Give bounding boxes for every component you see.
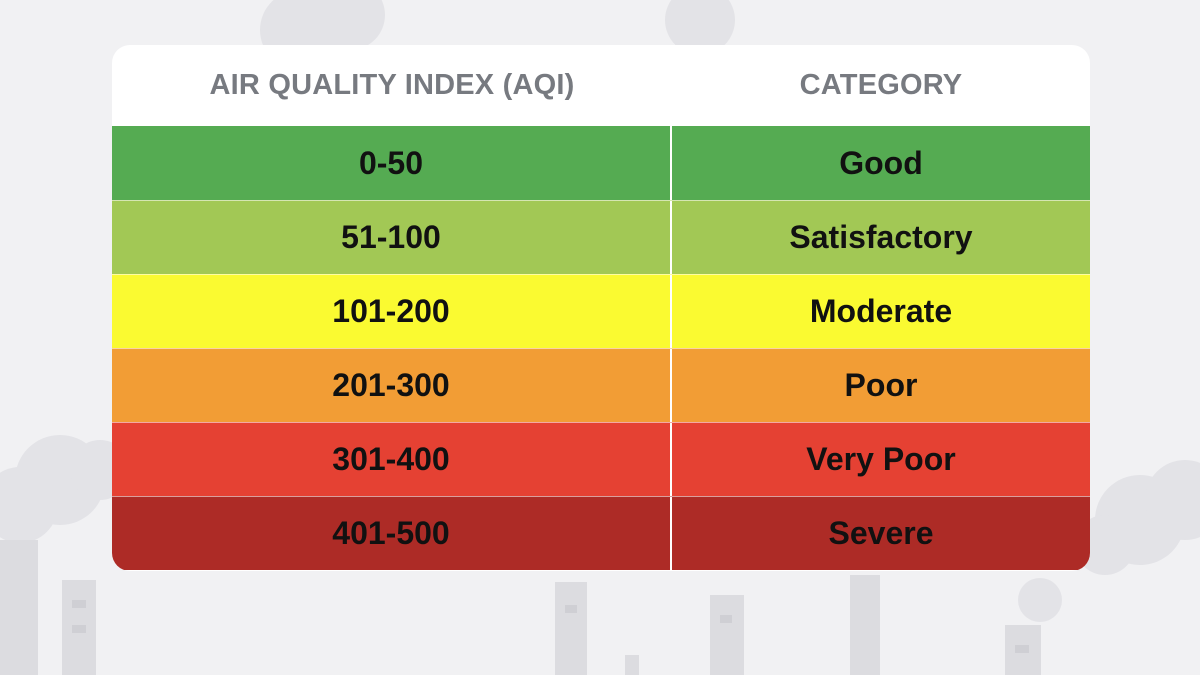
category-cell: Severe bbox=[828, 515, 934, 551]
table-row: 401-500 Severe bbox=[112, 496, 1090, 570]
smoke-cloud bbox=[315, 0, 385, 50]
smoke-cloud bbox=[1075, 515, 1135, 575]
category-cell: Very Poor bbox=[806, 441, 956, 477]
aqi-range-cell: 101-200 bbox=[112, 275, 672, 348]
table-body: 0-50 Good 51-100 Satisfactory 101-200 Mo… bbox=[112, 126, 1090, 570]
column-header-category: CATEGORY bbox=[799, 69, 963, 101]
smoke-cloud bbox=[665, 0, 735, 55]
table-row: 301-400 Very Poor bbox=[112, 422, 1090, 496]
table-row: 101-200 Moderate bbox=[112, 274, 1090, 348]
table-row: 51-100 Satisfactory bbox=[112, 200, 1090, 274]
table-header: AIR QUALITY INDEX (AQI) CATEGORY bbox=[112, 45, 1090, 126]
stack-window bbox=[565, 605, 577, 613]
aqi-table: AIR QUALITY INDEX (AQI) CATEGORY 0-50 Go… bbox=[112, 45, 1090, 571]
smoke-cloud bbox=[1018, 578, 1062, 622]
aqi-range-cell: 301-400 bbox=[112, 423, 672, 496]
aqi-range-cell: 0-50 bbox=[112, 126, 672, 200]
column-header-aqi: AIR QUALITY INDEX (AQI) bbox=[209, 69, 575, 101]
table-row: 0-50 Good bbox=[112, 126, 1090, 200]
category-cell: Poor bbox=[844, 367, 918, 403]
aqi-range-cell: 51-100 bbox=[112, 201, 672, 274]
smokestack bbox=[0, 540, 38, 675]
smokestack bbox=[850, 575, 880, 675]
smokestack bbox=[555, 582, 587, 675]
smoke-cloud bbox=[0, 467, 58, 543]
smokestack bbox=[710, 595, 744, 675]
category-cell: Good bbox=[839, 144, 923, 181]
smokestack bbox=[625, 655, 639, 675]
stack-window bbox=[72, 625, 86, 633]
stack-window bbox=[1015, 645, 1029, 653]
stack-window bbox=[720, 615, 732, 623]
aqi-range-cell: 401-500 bbox=[112, 497, 672, 570]
stack-window bbox=[72, 600, 86, 608]
category-cell: Satisfactory bbox=[789, 219, 973, 255]
category-cell: Moderate bbox=[809, 293, 953, 329]
smoke-cloud bbox=[1145, 460, 1200, 540]
aqi-range-cell: 201-300 bbox=[112, 349, 672, 422]
table-row: 201-300 Poor bbox=[112, 348, 1090, 422]
